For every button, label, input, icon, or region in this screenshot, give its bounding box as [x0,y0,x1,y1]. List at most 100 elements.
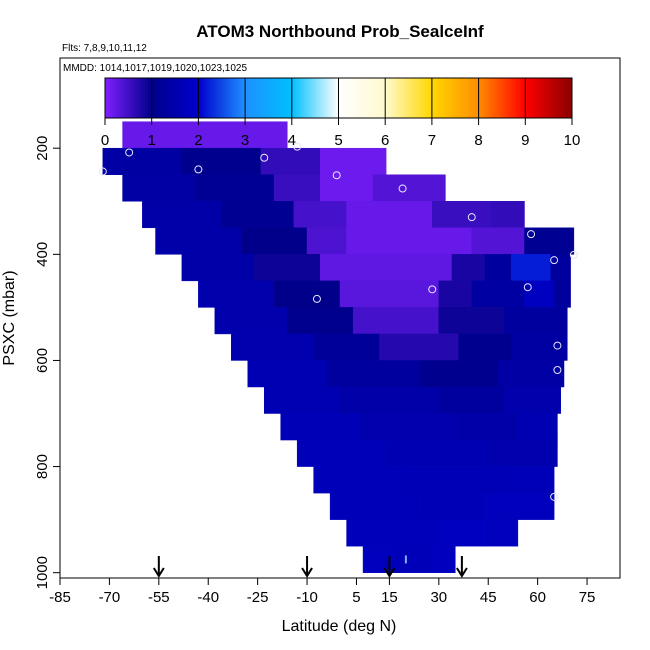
colorbar-tick-label: 10 [564,132,581,149]
location-arrows [152,556,468,578]
y-tick-label: 1000 [34,556,51,589]
y-axis-ticks: 200 400 600 800 1000 [34,136,60,589]
colorbar-dividers [151,78,526,118]
surface-marker [404,555,407,564]
heatmap-cell [418,360,499,388]
heatmap-cell [511,333,568,361]
observation-point [550,256,559,265]
heatmap-cell [497,360,565,388]
x-tick-label: -70 [99,589,121,606]
observation-point [467,213,476,222]
heatmap-cell [319,174,374,202]
y-axis-label: PSXC (mbar) [1,270,18,365]
plot-frame [59,57,621,579]
observation-point [553,366,562,374]
heatmap-cell [491,201,525,229]
arrow-head [152,567,165,578]
y-tick-label: 200 [34,136,51,161]
colorbar-tick-label: 4 [288,132,296,149]
heatmap-cell [273,280,341,308]
colorbar-tick-label: 5 [334,132,342,149]
observation-point [312,294,321,303]
colorbar-tick-label: 9 [521,132,529,149]
heatmap-cell [553,280,571,308]
heatmap-cell [122,174,196,202]
heatmap-cell [550,254,571,282]
heatmap-cell [263,386,341,414]
colorbar-tick-label: 8 [474,132,482,149]
heatmap-cell [287,307,354,335]
observation-point [527,230,536,239]
colorbar-tick-label: 0 [101,132,109,149]
heatmap-cell [296,439,387,467]
heatmap-cell [339,280,440,308]
heatmap-cell [142,201,222,229]
heatmap-cell [155,227,242,255]
x-tick-label: 30 [430,589,447,606]
heatmap-cell [471,227,525,255]
observation-point [125,148,134,157]
heatmap-cell [346,201,433,229]
heatmap-cell [524,280,555,308]
colorbar: 0 1 2 3 4 5 6 7 8 9 10 [101,77,581,149]
heatmap-cell [431,201,492,229]
observation-point [550,492,559,501]
heatmap-cell [504,466,555,494]
heatmap-cell [319,147,387,175]
heatmap-cell [181,147,262,175]
observation-point [428,285,437,294]
heatmap-cell [372,174,446,202]
heatmap-cell [122,147,183,175]
colorbar-tick-label: 7 [428,132,436,149]
x-tick-label: -85 [49,589,71,606]
observation-point [398,184,407,193]
heatmap-cell [438,280,473,308]
arrow-head [383,567,396,578]
down-arrow [301,556,313,578]
colorbar-tick-label: 6 [381,132,389,149]
heatmap-cell [280,413,361,441]
chart-title: ATOM3 Northbound Prob_SealceInf [196,22,484,41]
heatmap-cell [306,227,347,255]
y-tick-label: 400 [34,242,51,267]
x-tick-label: 45 [480,589,497,606]
heatmap-cell [231,333,314,361]
colorbar-ticks: 0 1 2 3 4 5 6 7 8 9 10 [101,118,581,149]
y-tick-label: 600 [34,348,51,373]
heatmap-cell [458,413,519,441]
observation-point [260,153,269,162]
heatmap-cell [346,227,473,255]
heatmap-cell [240,227,308,255]
heatmap-cell [379,333,459,361]
heatmap-cell [352,307,440,335]
heatmap-cell [395,545,433,573]
heatmap-cell [313,333,380,361]
heatmap-cell [438,307,505,335]
heatmap-cell [339,386,440,414]
heatmap-cell [458,333,512,361]
heatmap-cell [524,227,575,255]
heatmap-cell [326,360,420,388]
x-tick-label: -10 [296,589,318,606]
down-arrow [383,556,396,578]
heatmap-cell [221,201,295,229]
colorbar-tick-label: 3 [241,132,249,149]
observation-point [194,165,203,174]
x-axis-ticks: -85 -70 -55 -40 -25 -10 5 15 30 45 60 75 [49,578,595,606]
heatmap-cell [122,121,288,149]
heatmap-cell [504,307,568,335]
heatmap-cell [504,386,561,414]
dates-label: MMDD: 1014,1017,1019,1020,1023,1025 [63,63,247,74]
x-tick-label: 60 [529,589,546,606]
heatmap-cell [438,386,505,414]
heatmap-cell [214,307,288,335]
colorbar-tick-label: 1 [148,132,156,149]
heatmap-cell [346,519,440,547]
observation-point [332,171,341,180]
heatmap-cell [451,254,486,282]
x-tick-label: 75 [579,589,596,606]
x-tick-label: -55 [148,589,170,606]
heatmap-cell [359,413,459,441]
heatmap-cell [329,492,420,520]
